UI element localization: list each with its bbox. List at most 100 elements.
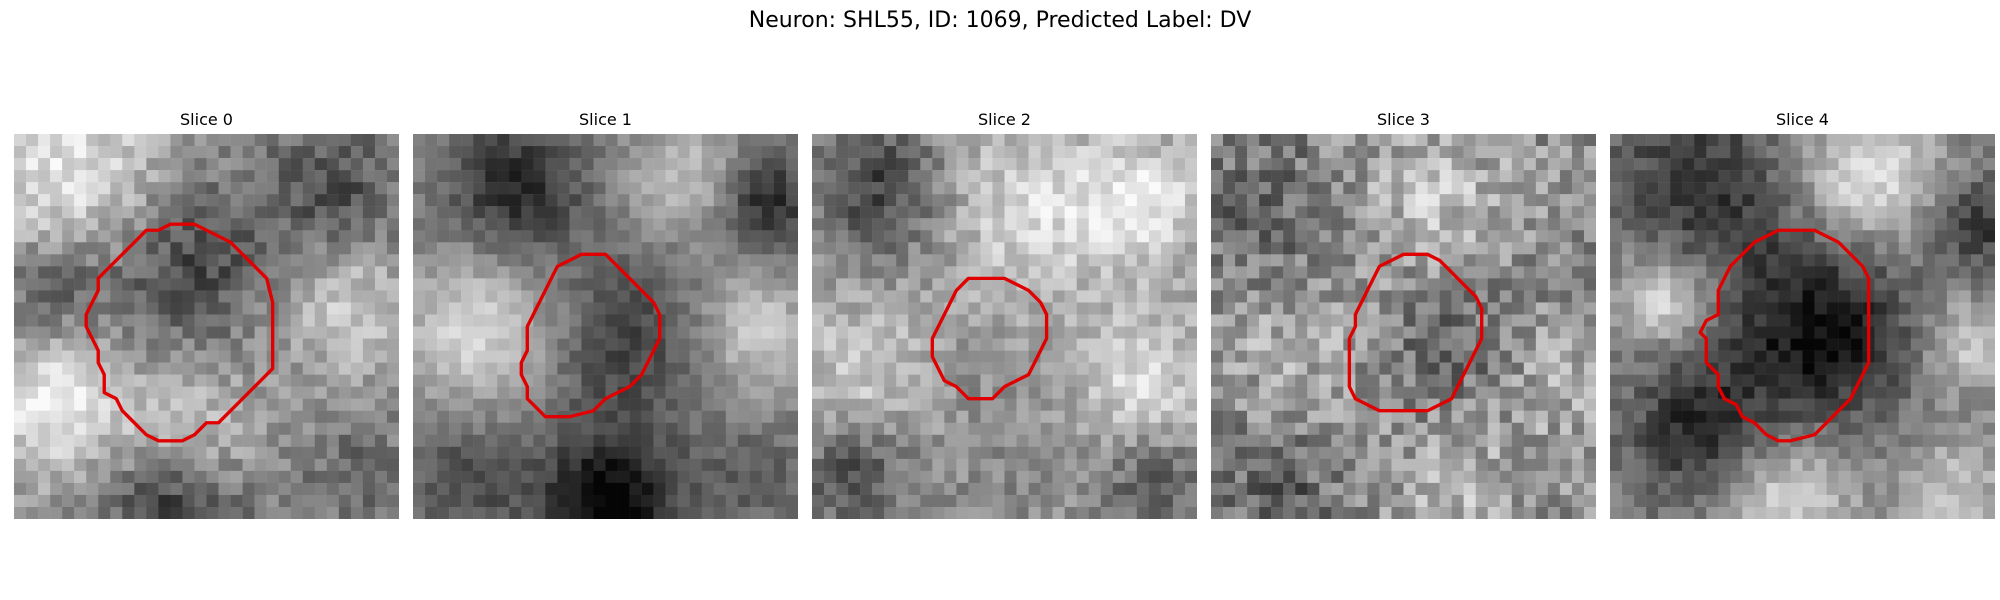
image-pixel	[38, 374, 51, 387]
image-pixel	[1343, 194, 1356, 207]
image-pixel	[413, 482, 426, 496]
image-pixel	[1982, 410, 1995, 423]
image-pixel	[122, 206, 135, 219]
image-pixel	[194, 410, 207, 423]
image-pixel	[1658, 434, 1671, 448]
image-pixel	[860, 218, 873, 231]
image-pixel	[1307, 506, 1320, 519]
image-pixel	[749, 410, 763, 423]
image-pixel	[1076, 158, 1089, 171]
image-pixel	[350, 230, 364, 243]
image-pixel	[1259, 194, 1272, 207]
image-pixel	[761, 146, 775, 159]
image-pixel	[653, 362, 666, 375]
image-pixel	[1754, 218, 1767, 231]
image-pixel	[812, 422, 825, 436]
image-pixel	[194, 362, 207, 375]
image-pixel	[665, 242, 678, 255]
image-pixel	[653, 506, 666, 519]
image-pixel	[1583, 218, 1596, 231]
image-pixel	[1040, 170, 1053, 183]
image-pixel	[1694, 398, 1707, 411]
image-pixel	[509, 206, 522, 219]
image-pixel	[1754, 134, 1767, 147]
image-pixel	[1658, 206, 1671, 219]
image-pixel	[122, 326, 135, 339]
image-pixel	[1100, 170, 1114, 183]
image-pixel	[713, 206, 727, 219]
image-pixel	[1814, 254, 1827, 267]
image-pixel	[1100, 242, 1114, 255]
image-pixel	[1766, 146, 1779, 159]
image-pixel	[1670, 362, 1683, 375]
image-pixel	[761, 182, 775, 195]
image-pixel	[1874, 278, 1887, 291]
image-pixel	[1718, 134, 1731, 147]
image-pixel	[1742, 218, 1755, 231]
image-pixel	[1295, 446, 1308, 460]
image-pixel	[1112, 218, 1126, 231]
image-pixel	[146, 266, 159, 279]
image-pixel	[653, 182, 666, 195]
image-pixel	[1160, 458, 1174, 472]
image-pixel	[206, 446, 219, 460]
image-pixel	[1271, 410, 1284, 423]
image-pixel	[98, 350, 111, 363]
image-pixel	[266, 194, 279, 207]
image-pixel	[1403, 194, 1416, 207]
image-pixel	[1547, 374, 1561, 387]
image-pixel	[992, 242, 1005, 255]
image-pixel	[1658, 230, 1671, 243]
image-pixel	[1100, 422, 1114, 436]
image-pixel	[14, 314, 27, 327]
image-pixel	[74, 254, 87, 267]
image-pixel	[1646, 230, 1659, 243]
image-pixel	[158, 314, 171, 327]
image-pixel	[521, 422, 534, 436]
image-pixel	[206, 374, 219, 387]
image-pixel	[26, 278, 39, 291]
image-pixel	[1475, 230, 1488, 243]
image-pixel	[1511, 230, 1525, 243]
image-pixel	[932, 170, 945, 183]
image-pixel	[1547, 290, 1561, 303]
image-pixel	[944, 278, 957, 291]
image-pixel	[1694, 146, 1707, 159]
image-pixel	[1331, 470, 1344, 484]
image-pixel	[194, 314, 207, 327]
image-pixel	[581, 338, 594, 351]
image-pixel	[230, 506, 243, 519]
image-pixel	[617, 170, 630, 183]
image-pixel	[593, 326, 606, 339]
image-pixel	[350, 338, 364, 351]
image-pixel	[1487, 266, 1500, 279]
image-pixel	[1754, 158, 1767, 171]
image-pixel	[98, 218, 111, 231]
image-pixel	[110, 482, 123, 496]
image-pixel	[1499, 350, 1513, 363]
image-pixel	[314, 278, 328, 291]
image-pixel	[98, 470, 111, 484]
image-pixel	[1946, 218, 1960, 231]
image-pixel	[1670, 338, 1683, 351]
image-pixel	[1571, 398, 1585, 411]
image-pixel	[737, 218, 751, 231]
image-pixel	[437, 470, 450, 484]
image-pixel	[1583, 482, 1596, 496]
image-pixel	[557, 278, 570, 291]
image-pixel	[1223, 362, 1236, 375]
image-pixel	[1850, 230, 1863, 243]
image-pixel	[1730, 434, 1743, 448]
image-pixel	[908, 146, 921, 159]
image-pixel	[773, 410, 787, 423]
image-pixel	[872, 350, 885, 363]
image-pixel	[1028, 374, 1041, 387]
image-pixel	[1172, 266, 1186, 279]
image-pixel	[980, 446, 993, 460]
image-pixel	[98, 194, 111, 207]
image-pixel	[1052, 422, 1065, 436]
image-pixel	[884, 422, 897, 436]
image-pixel	[1475, 350, 1488, 363]
image-pixel	[713, 446, 727, 460]
image-pixel	[425, 350, 438, 363]
